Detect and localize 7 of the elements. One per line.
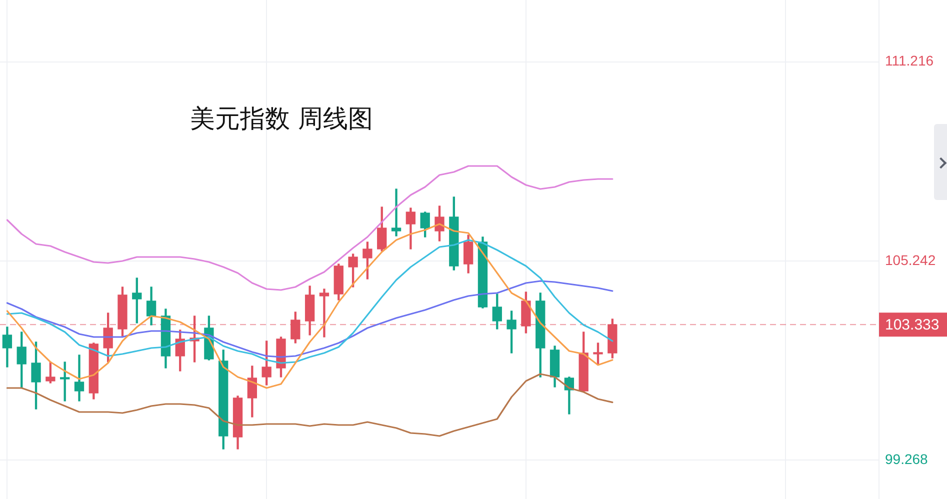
candlestick (391, 188, 402, 236)
y-tick-label: 99.268 (885, 450, 928, 467)
y-tick-label: 105.242 (885, 252, 936, 268)
ref-line-label: 103.333 (885, 316, 940, 334)
candlestick (319, 288, 330, 338)
text: 美元指数 周线图 (190, 103, 373, 135)
y-tick-label: 111.216 (885, 52, 934, 69)
